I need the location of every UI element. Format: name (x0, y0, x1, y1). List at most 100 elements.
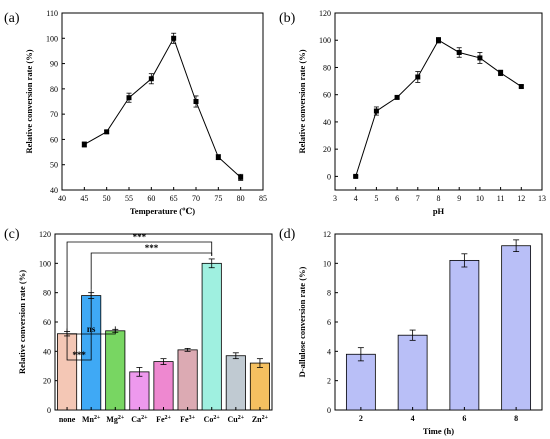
panel-b-ytick-label: 0 (327, 172, 331, 181)
panel-b-series-line (355, 39, 522, 177)
panel-a-data-point (193, 99, 199, 104)
panel-a-series-line (84, 37, 242, 178)
panel-c-xtick-base: Fe (156, 415, 165, 424)
panel-b-xlabel: pH (433, 206, 445, 216)
panel-b-ytick-label: 80 (323, 63, 331, 72)
panel-c-xtick-sup: 2+ (262, 415, 269, 421)
panel-a-data-point (215, 154, 221, 160)
panel-c-xtick-base: Mn (82, 415, 95, 424)
panel-c-ytick-label: 20 (43, 377, 51, 386)
panel-a-xtick-label: 70 (192, 194, 200, 203)
panel-c-xtick-base: Zn (252, 415, 262, 424)
panel-a-xtick-label: 40 (58, 194, 66, 203)
panel-b-xtick-label: 9 (457, 194, 461, 203)
panel-b-xtick-label: 3 (333, 194, 337, 203)
panel-a-xtick-label: 45 (80, 194, 88, 203)
panel-b-xtick-label: 8 (437, 194, 441, 203)
panel-c-ytick-label: 100 (39, 259, 51, 268)
panel-b-data-point (456, 49, 462, 55)
panel-b-xtick-label: 10 (476, 194, 484, 203)
panel-b-xtick-label: 13 (538, 194, 546, 203)
panel-a-ytick-label: 90 (50, 60, 58, 69)
panel-c-xtick-sup: 2+ (141, 415, 148, 421)
panel-b-ytick-label: 120 (319, 9, 331, 18)
panel-a-data-point (171, 35, 177, 41)
panel-d-bar (449, 259, 480, 411)
panel-d-xtick-label: 2 (359, 414, 363, 423)
panel-a-xtick-label: 85 (259, 194, 267, 203)
panel-c-bar (225, 355, 246, 411)
panel-d-ytick-label: 12 (323, 230, 331, 239)
panel-c-bar (105, 330, 126, 411)
panel-a-ytick-label: 60 (50, 135, 58, 144)
panel-b-data-point (518, 84, 524, 90)
panel-a-xtick-label: 60 (147, 194, 155, 203)
panel-a-data-point (81, 141, 87, 147)
panel-a-data-point (126, 95, 132, 101)
panel-a-xtick-label: 55 (125, 194, 133, 203)
panel-c-bar (177, 349, 198, 411)
panel-a: (a) 40 50 60 70 80 90 100 110 Relative conversion… (4, 9, 267, 216)
panel-a-ytick-label: 70 (50, 110, 58, 119)
panel-b-ytick-label: 20 (323, 145, 331, 154)
panel-c-ylabel: Relative conversion rate (%) (17, 270, 27, 374)
panel-d: (d) 0 2 4 6 8 10 12 D-allulose conversion rate (… (279, 227, 543, 436)
panel-c-xtick-base: Fe (180, 415, 189, 424)
panel-a-ytick-label: 100 (46, 34, 58, 43)
panel-d-bar (345, 353, 376, 411)
panel-c: (c) 0 20 40 60 80 100 120 Relative conversion ra… (4, 227, 273, 424)
panel-a-ytick-label: 50 (50, 161, 58, 170)
panel-b-data-point (436, 37, 441, 43)
panel-c-xtick-label: Zn2+ (252, 415, 269, 424)
panel-c-xtick-label: Cu2+ (228, 415, 245, 424)
panel-a-xtick-label: 50 (103, 194, 111, 203)
panel-c-label: (c) (4, 227, 20, 242)
panel-c-xtick-label: none (59, 415, 76, 424)
panel-b-xtick-label: 12 (517, 194, 525, 203)
panel-a-xtick-label: 65 (170, 194, 178, 203)
panel-c-xtick-sup: 2+ (213, 415, 220, 421)
panel-b-data-point (373, 108, 379, 114)
panel-b-xtick-label: 7 (416, 194, 420, 203)
panel-c-xtick-sup: 2+ (165, 415, 172, 421)
panel-b: (b) 0 20 40 60 80 100 120 Relative conversion ra… (279, 9, 546, 216)
panel-c-significance-label: *** (72, 350, 86, 360)
panel-c-xtick-base: Co (204, 415, 214, 424)
panel-d-ytick-label: 10 (323, 259, 331, 268)
panel-b-ytick-label: 100 (319, 36, 331, 45)
panel-b-data-point (498, 70, 504, 76)
panel-a-ytick-label: 80 (50, 85, 58, 94)
panel-c-ytick-label: 80 (43, 289, 51, 298)
panel-d-ytick-label: 8 (327, 289, 331, 298)
panel-c-xtick-sup: 2+ (238, 415, 245, 421)
panel-b-ytick-label: 60 (323, 91, 331, 100)
panel-c-ytick-label: 0 (47, 406, 51, 415)
panel-b-xtick-label: 6 (395, 194, 399, 203)
panel-b-data-point (394, 94, 400, 100)
panel-a-data-point (148, 76, 154, 82)
panel-d-ytick-label: 4 (327, 347, 331, 356)
panel-a-frame (61, 12, 264, 191)
panel-b-data-point (477, 55, 483, 61)
panel-d-ytick-label: 2 (327, 377, 331, 386)
panel-a-ytick-label: 40 (50, 186, 58, 195)
panel-a-label: (a) (4, 11, 20, 26)
panel-c-xtick-sup: 2+ (118, 415, 125, 421)
panel-c-xtick-base: none (59, 415, 76, 424)
panel-c-xtick-label: Ca2+ (131, 415, 148, 424)
panel-a-xtick-label: 75 (214, 194, 222, 203)
panel-c-significance-label: *** (145, 243, 159, 253)
panel-b-xtick-label: 5 (374, 194, 378, 203)
panel-c-significance-label: ns (87, 324, 96, 334)
panel-b-xtick-label: 11 (497, 194, 505, 203)
panel-c-xtick-sup: 2+ (94, 415, 101, 421)
panel-b-data-point (353, 173, 359, 179)
panel-b-data-point (415, 74, 421, 80)
panel-c-xtick-base: Mg (106, 415, 118, 424)
panel-c-bar (249, 362, 270, 411)
panel-c-ytick-label: 40 (43, 347, 51, 356)
panel-a-data-point (238, 174, 244, 180)
panel-a-data-point (104, 129, 110, 135)
panel-a-xtick-label: 80 (237, 194, 245, 203)
panel-d-xtick-label: 8 (514, 414, 518, 423)
